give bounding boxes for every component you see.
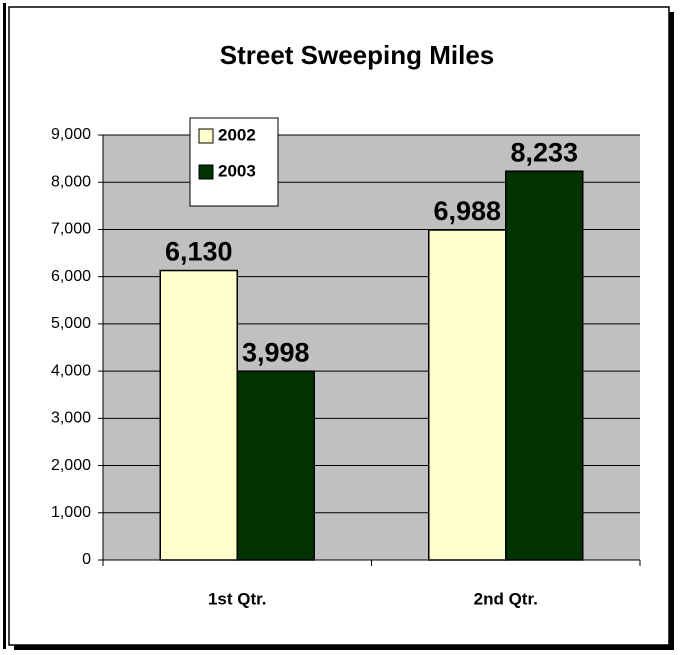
bar [236,370,315,561]
legend-label: 2002 [218,125,256,144]
bar [505,170,584,561]
value-label: 6,130 [165,237,233,267]
chart-title: Street Sweeping Miles [220,40,495,70]
y-tick-label: 7,000 [51,221,91,238]
y-tick-label: 9,000 [51,126,91,143]
legend-label: 2003 [218,161,256,180]
left-edge [3,3,6,649]
x-tick-label: 1st Qtr. [208,589,267,608]
value-label: 3,998 [242,337,310,367]
legend-swatch [198,128,214,144]
y-tick-label: 0 [82,551,91,568]
y-tick-label: 8,000 [51,173,91,190]
y-tick-label: 5,000 [51,315,91,332]
legend-swatch [198,164,214,180]
y-tick-label: 2,000 [51,457,91,474]
y-tick-label: 4,000 [51,362,91,379]
y-tick-label: 1,000 [51,504,91,521]
y-tick-label: 6,000 [51,268,91,285]
y-tick-label: 3,000 [51,410,91,427]
bar [428,229,507,561]
bar [159,269,238,561]
x-tick-label: 2nd Qtr. [474,589,538,608]
value-label: 6,988 [433,196,501,226]
value-label: 8,233 [510,137,578,167]
